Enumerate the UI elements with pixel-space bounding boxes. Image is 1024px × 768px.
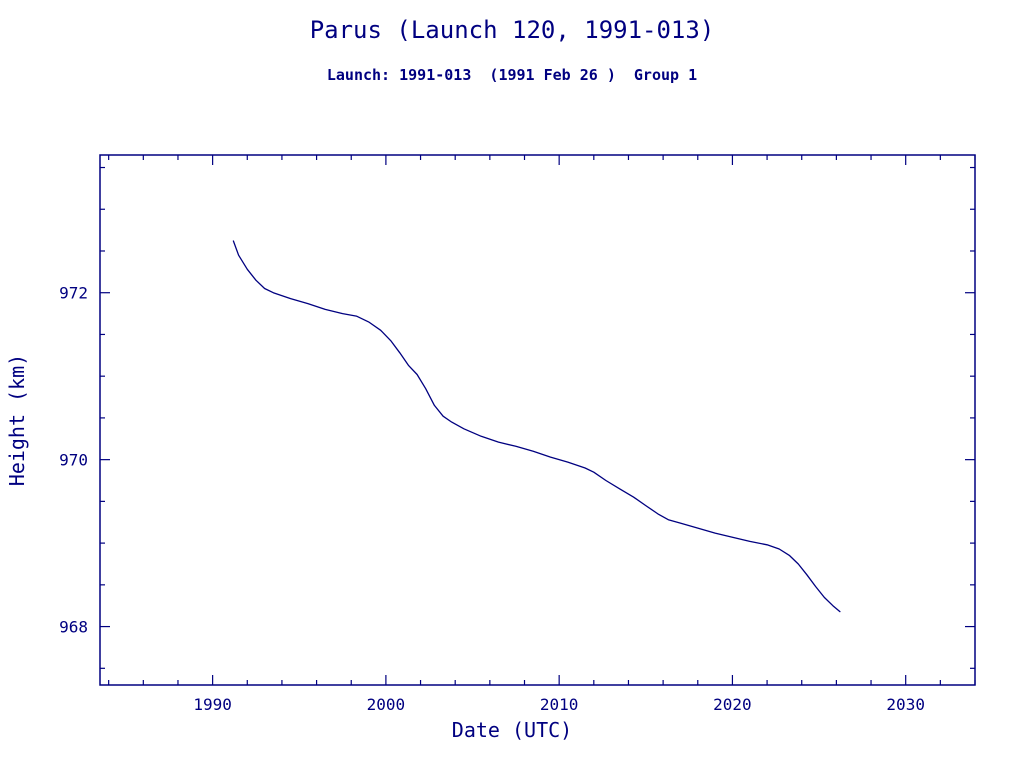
x-tick-label: 2030 [886, 695, 925, 714]
chart-title: Parus (Launch 120, 1991-013) [309, 16, 715, 44]
chart-subtitle: Launch: 1991-013 (1991 Feb 26 ) Group 1 [326, 66, 698, 84]
x-tick-label: 2020 [713, 695, 752, 714]
axes-box [99, 154, 976, 686]
x-tick-label: 2010 [540, 695, 579, 714]
x-tick-label: 1990 [193, 695, 232, 714]
y-tick-label: 972 [59, 284, 88, 303]
x-tick-label: 2000 [367, 695, 406, 714]
y-tick-label: 968 [59, 618, 88, 637]
height-series-line [232, 240, 841, 613]
y-tick-label: 970 [59, 451, 88, 470]
x-axis-label: Date (UTC) [451, 718, 573, 742]
